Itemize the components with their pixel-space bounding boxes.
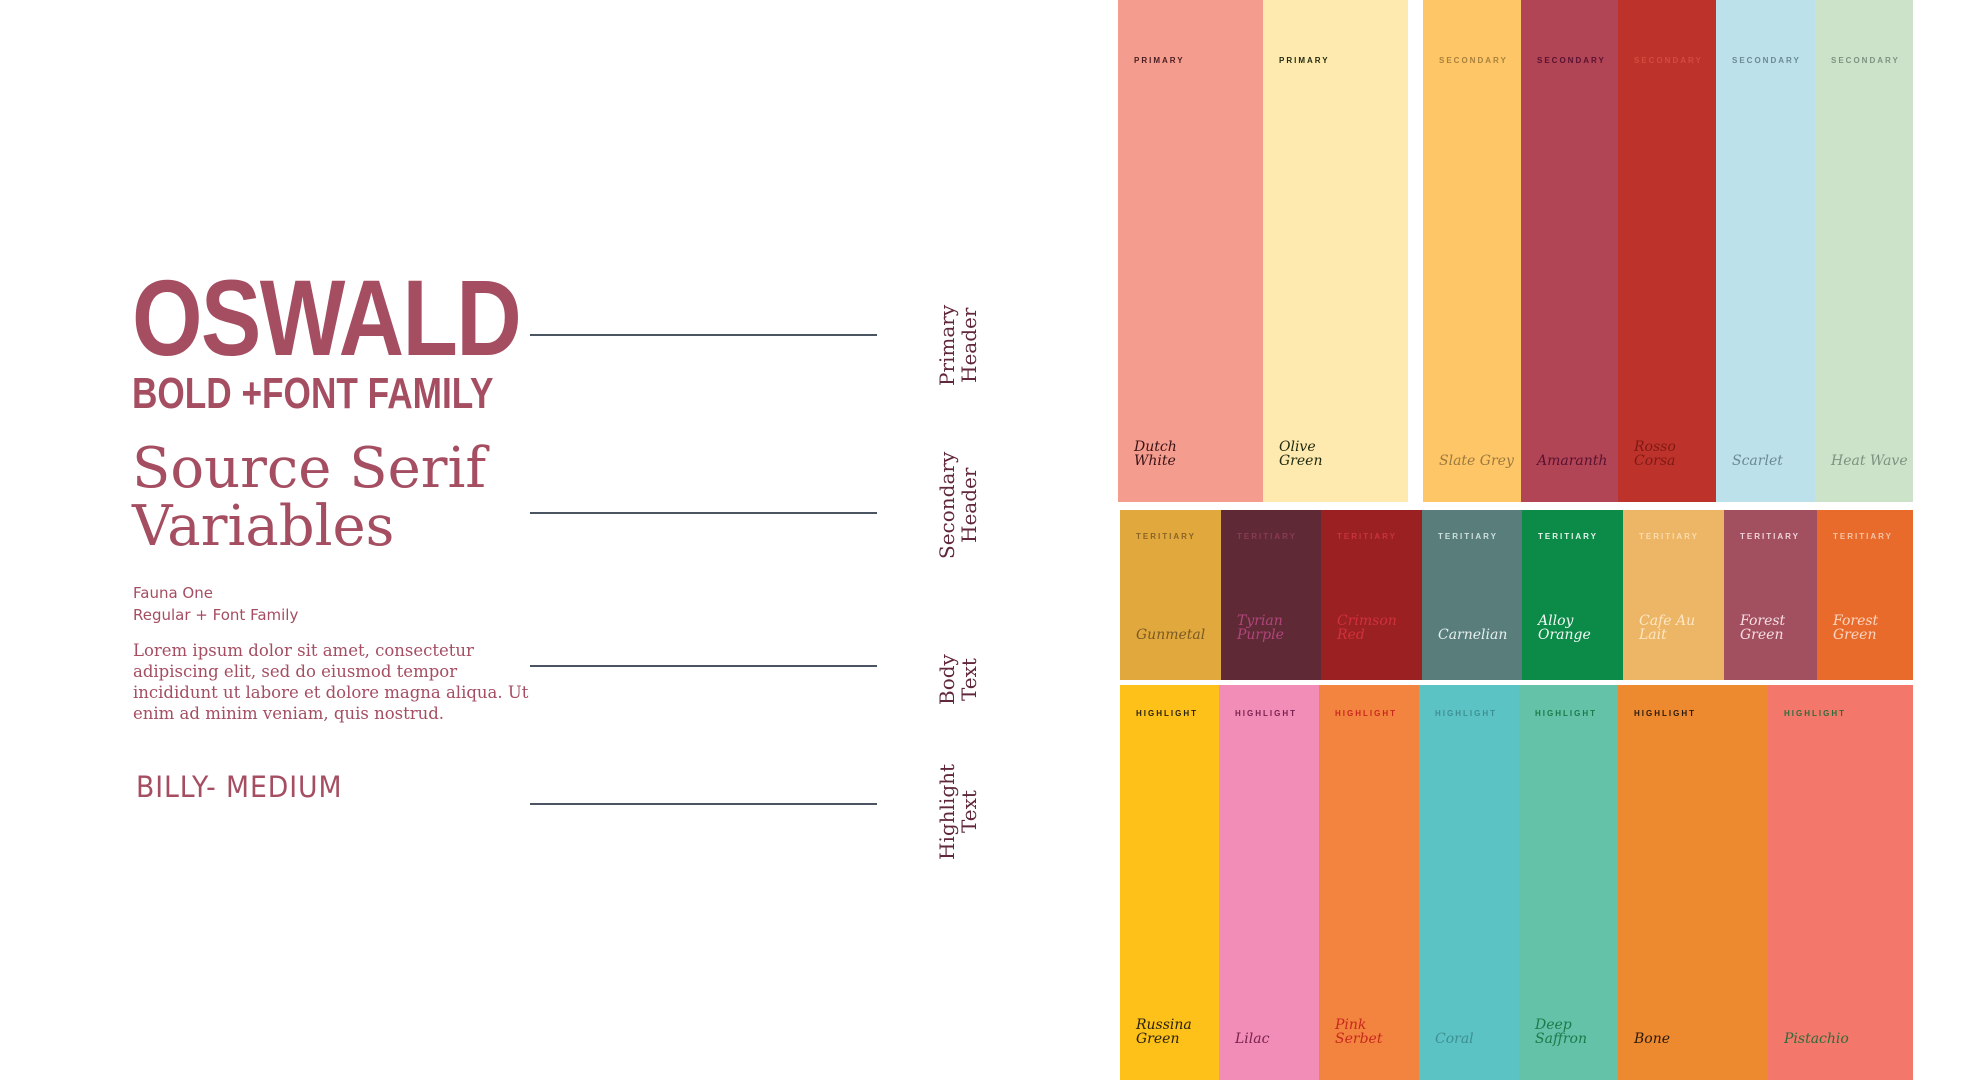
divider-rule-secondary <box>530 512 877 514</box>
swatch-tier-label: HIGHLIGHT <box>1235 709 1297 718</box>
fauna-one-specimen: Fauna One Regular + Font Family <box>133 582 298 626</box>
swatch-bone: HIGHLIGHT Bone <box>1618 685 1768 1080</box>
swatch-forest-green: TERITIARY Forest Green <box>1724 510 1817 680</box>
swatch-tier-label: TERITIARY <box>1136 532 1196 541</box>
swatch-pistachio: HIGHLIGHT Pistachio <box>1768 685 1913 1080</box>
swatch-tier-label: HIGHLIGHT <box>1784 709 1846 718</box>
swatch-color-name: Heat Wave <box>1831 453 1908 469</box>
swatch-tier-label: SECONDARY <box>1439 56 1508 65</box>
swatch-tier-label: TERITIARY <box>1438 532 1498 541</box>
swatch-color-name: Scarlet <box>1732 453 1783 469</box>
role-label-highlight-text: Highlight Text <box>935 763 981 861</box>
swatch-tier-label: HIGHLIGHT <box>1435 709 1497 718</box>
fauna-one-line-2: Regular + Font Family <box>133 606 299 624</box>
typography-panel: OSWALD BOLD +FONT FAMILY Source Serif Va… <box>132 257 981 861</box>
swatch-scarlet: SECONDARY Scarlet <box>1716 0 1815 502</box>
swatch-coral: HIGHLIGHT Coral <box>1419 685 1519 1080</box>
swatch-color-name: Forest Green <box>1740 613 1786 643</box>
source-serif-line-1: Source Serif <box>132 436 487 501</box>
source-serif-specimen: Source Serif Variables <box>132 440 486 556</box>
swatch-dutch-white: PRIMARY Dutch White <box>1118 0 1263 502</box>
swatch-tier-label: TERITIARY <box>1237 532 1297 541</box>
swatch-cafe-au-lait: TERITIARY Cafe Au Lait <box>1623 510 1724 680</box>
swatch-amaranth: SECONDARY Amaranth <box>1521 0 1618 502</box>
swatch-carnelian: TERITIARY Carnelian <box>1422 510 1522 680</box>
swatch-color-name: Slate Grey <box>1439 453 1514 469</box>
swatch-tier-label: HIGHLIGHT <box>1634 709 1696 718</box>
swatch-tier-label: HIGHLIGHT <box>1136 709 1198 718</box>
swatch-heat-wave: SECONDARY Heat Wave <box>1815 0 1913 502</box>
swatch-color-name: Tyrian Purple <box>1237 613 1284 643</box>
swatch-color-name: Lilac <box>1235 1031 1270 1047</box>
swatch-color-name: Bone <box>1634 1031 1671 1047</box>
swatch-gunmetal: TERITIARY Gunmetal <box>1120 510 1221 680</box>
swatch-pink-serbet: HIGHLIGHT Pink Serbet <box>1319 685 1419 1080</box>
swatch-tier-label: SECONDARY <box>1537 56 1606 65</box>
swatch-rosso-corsa: SECONDARY Rosso Corsa <box>1618 0 1716 502</box>
swatch-tier-label: TERITIARY <box>1740 532 1800 541</box>
swatch-color-name: Russina Green <box>1136 1017 1192 1047</box>
swatch-tier-label: TERITIARY <box>1639 532 1699 541</box>
swatch-color-name: Crimson Red <box>1337 613 1397 643</box>
swatch-color-name: Dutch White <box>1134 439 1177 469</box>
swatch-tier-label: HIGHLIGHT <box>1335 709 1397 718</box>
swatch-color-name: Carnelian <box>1438 627 1508 643</box>
swatch-color-name: Amaranth <box>1537 453 1608 469</box>
swatch-forest-green: TERITIARY Forest Green <box>1817 510 1913 680</box>
swatch-tier-label: HIGHLIGHT <box>1535 709 1597 718</box>
swatch-tier-label: TERITIARY <box>1337 532 1397 541</box>
swatch-tier-label: SECONDARY <box>1831 56 1900 65</box>
swatch-tier-label: SECONDARY <box>1634 56 1703 65</box>
swatch-alloy-orange: TERITIARY Alloy Orange <box>1522 510 1623 680</box>
fauna-one-line-1: Fauna One <box>133 584 213 602</box>
swatch-tier-label: SECONDARY <box>1732 56 1801 65</box>
swatch-russina-green: HIGHLIGHT Russina Green <box>1120 685 1219 1080</box>
swatch-tyrian-purple: TERITIARY Tyrian Purple <box>1221 510 1321 680</box>
divider-rule-body <box>530 665 877 667</box>
swatch-tier-label: TERITIARY <box>1833 532 1893 541</box>
swatch-tier-label: TERITIARY <box>1538 532 1598 541</box>
swatch-tier-label: PRIMARY <box>1134 56 1185 65</box>
swatch-color-name: Pistachio <box>1784 1031 1849 1047</box>
swatch-color-name: Forest Green <box>1833 613 1879 643</box>
swatch-slate-grey: SECONDARY Slate Grey <box>1423 0 1521 502</box>
swatch-color-name: Deep Saffron <box>1535 1017 1587 1047</box>
swatch-color-name: Gunmetal <box>1136 627 1206 643</box>
role-label-primary-header: Primary Header <box>935 304 981 386</box>
body-text-sample: Lorem ipsum dolor sit amet, consectetur … <box>133 641 529 723</box>
swatch-color-name: Cafe Au Lait <box>1639 613 1696 643</box>
swatch-color-name: Olive Green <box>1279 439 1323 469</box>
divider-rule-primary <box>530 334 877 336</box>
swatch-deep-saffron: HIGHLIGHT Deep Saffron <box>1519 685 1618 1080</box>
divider-rule-highlight <box>530 803 877 805</box>
swatch-crimson-red: TERITIARY Crimson Red <box>1321 510 1422 680</box>
swatch-color-name: Pink Serbet <box>1335 1017 1383 1047</box>
billy-medium-specimen: BILLY- MEDIUM <box>136 770 343 804</box>
role-label-secondary-header: Secondary Header <box>935 451 981 559</box>
swatch-lilac: HIGHLIGHT Lilac <box>1219 685 1319 1080</box>
swatch-olive-green: PRIMARY Olive Green <box>1263 0 1408 502</box>
swatch-tier-label: PRIMARY <box>1279 56 1330 65</box>
swatch-color-name: Rosso Corsa <box>1634 439 1676 469</box>
oswald-subtitle: BOLD +FONT FAMILY <box>132 369 494 418</box>
source-serif-line-2: Variables <box>132 494 395 559</box>
oswald-title: OSWALD <box>132 257 522 378</box>
role-label-body-text: Body Text <box>935 654 981 706</box>
swatch-color-name: Coral <box>1435 1031 1474 1047</box>
swatch-color-name: Alloy Orange <box>1538 613 1591 643</box>
